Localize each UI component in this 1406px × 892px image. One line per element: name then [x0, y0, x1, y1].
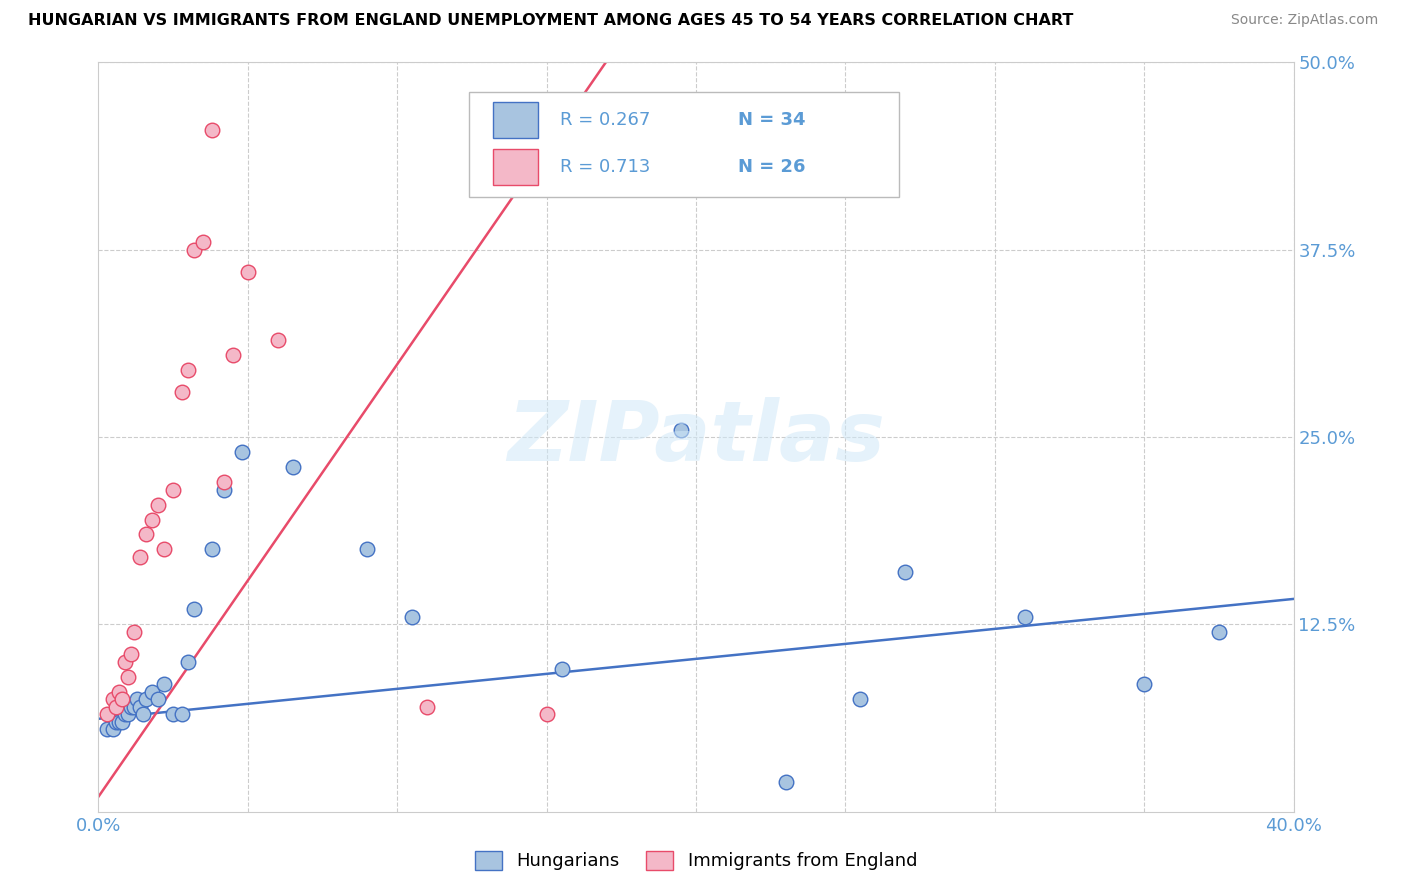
- Point: [894, 565, 917, 579]
- Text: R = 0.267: R = 0.267: [560, 112, 650, 129]
- Point: [124, 699, 146, 714]
- Point: [114, 707, 136, 722]
- Text: N = 26: N = 26: [738, 159, 806, 177]
- Text: N = 34: N = 34: [738, 112, 806, 129]
- Point: [96, 723, 118, 737]
- Point: [191, 235, 214, 250]
- Point: [267, 333, 290, 347]
- Point: [183, 602, 205, 616]
- Point: [103, 723, 125, 737]
- Point: [281, 460, 304, 475]
- Point: [103, 692, 125, 706]
- Point: [117, 670, 139, 684]
- FancyBboxPatch shape: [470, 93, 900, 197]
- Point: [536, 707, 558, 722]
- Point: [129, 549, 152, 564]
- Point: [135, 692, 157, 706]
- Point: [177, 362, 200, 376]
- Point: [135, 527, 157, 541]
- Point: [153, 542, 176, 557]
- Point: [222, 348, 245, 362]
- Point: [172, 707, 194, 722]
- Point: [162, 483, 184, 497]
- Point: [108, 714, 131, 729]
- Point: [177, 655, 200, 669]
- Point: [127, 692, 149, 706]
- Point: [356, 542, 378, 557]
- Point: [212, 483, 235, 497]
- Point: [117, 707, 139, 722]
- Legend: Hungarians, Immigrants from England: Hungarians, Immigrants from England: [467, 844, 925, 878]
- Point: [105, 699, 128, 714]
- Point: [669, 423, 692, 437]
- Point: [105, 714, 128, 729]
- Point: [120, 648, 142, 662]
- Text: ZIPatlas: ZIPatlas: [508, 397, 884, 477]
- Point: [1133, 677, 1156, 691]
- Point: [132, 707, 155, 722]
- Point: [108, 685, 131, 699]
- Point: [120, 699, 142, 714]
- Point: [124, 624, 146, 639]
- Point: [114, 655, 136, 669]
- Point: [153, 677, 176, 691]
- Point: [231, 445, 253, 459]
- Point: [183, 243, 205, 257]
- Point: [550, 662, 572, 676]
- Point: [96, 707, 118, 722]
- Point: [416, 699, 439, 714]
- Point: [129, 699, 152, 714]
- Point: [148, 498, 170, 512]
- Point: [141, 685, 163, 699]
- FancyBboxPatch shape: [494, 103, 538, 138]
- FancyBboxPatch shape: [494, 149, 538, 186]
- Point: [401, 610, 423, 624]
- Point: [236, 265, 259, 279]
- Point: [775, 774, 797, 789]
- Text: Source: ZipAtlas.com: Source: ZipAtlas.com: [1230, 13, 1378, 28]
- Point: [172, 385, 194, 400]
- Point: [201, 123, 224, 137]
- Point: [148, 692, 170, 706]
- Text: R = 0.713: R = 0.713: [560, 159, 650, 177]
- Point: [111, 692, 134, 706]
- Point: [849, 692, 872, 706]
- Point: [141, 512, 163, 526]
- Point: [1014, 610, 1036, 624]
- Text: HUNGARIAN VS IMMIGRANTS FROM ENGLAND UNEMPLOYMENT AMONG AGES 45 TO 54 YEARS CORR: HUNGARIAN VS IMMIGRANTS FROM ENGLAND UNE…: [28, 13, 1074, 29]
- Point: [212, 475, 235, 489]
- Point: [1208, 624, 1230, 639]
- Point: [201, 542, 224, 557]
- Point: [111, 714, 134, 729]
- Point: [162, 707, 184, 722]
